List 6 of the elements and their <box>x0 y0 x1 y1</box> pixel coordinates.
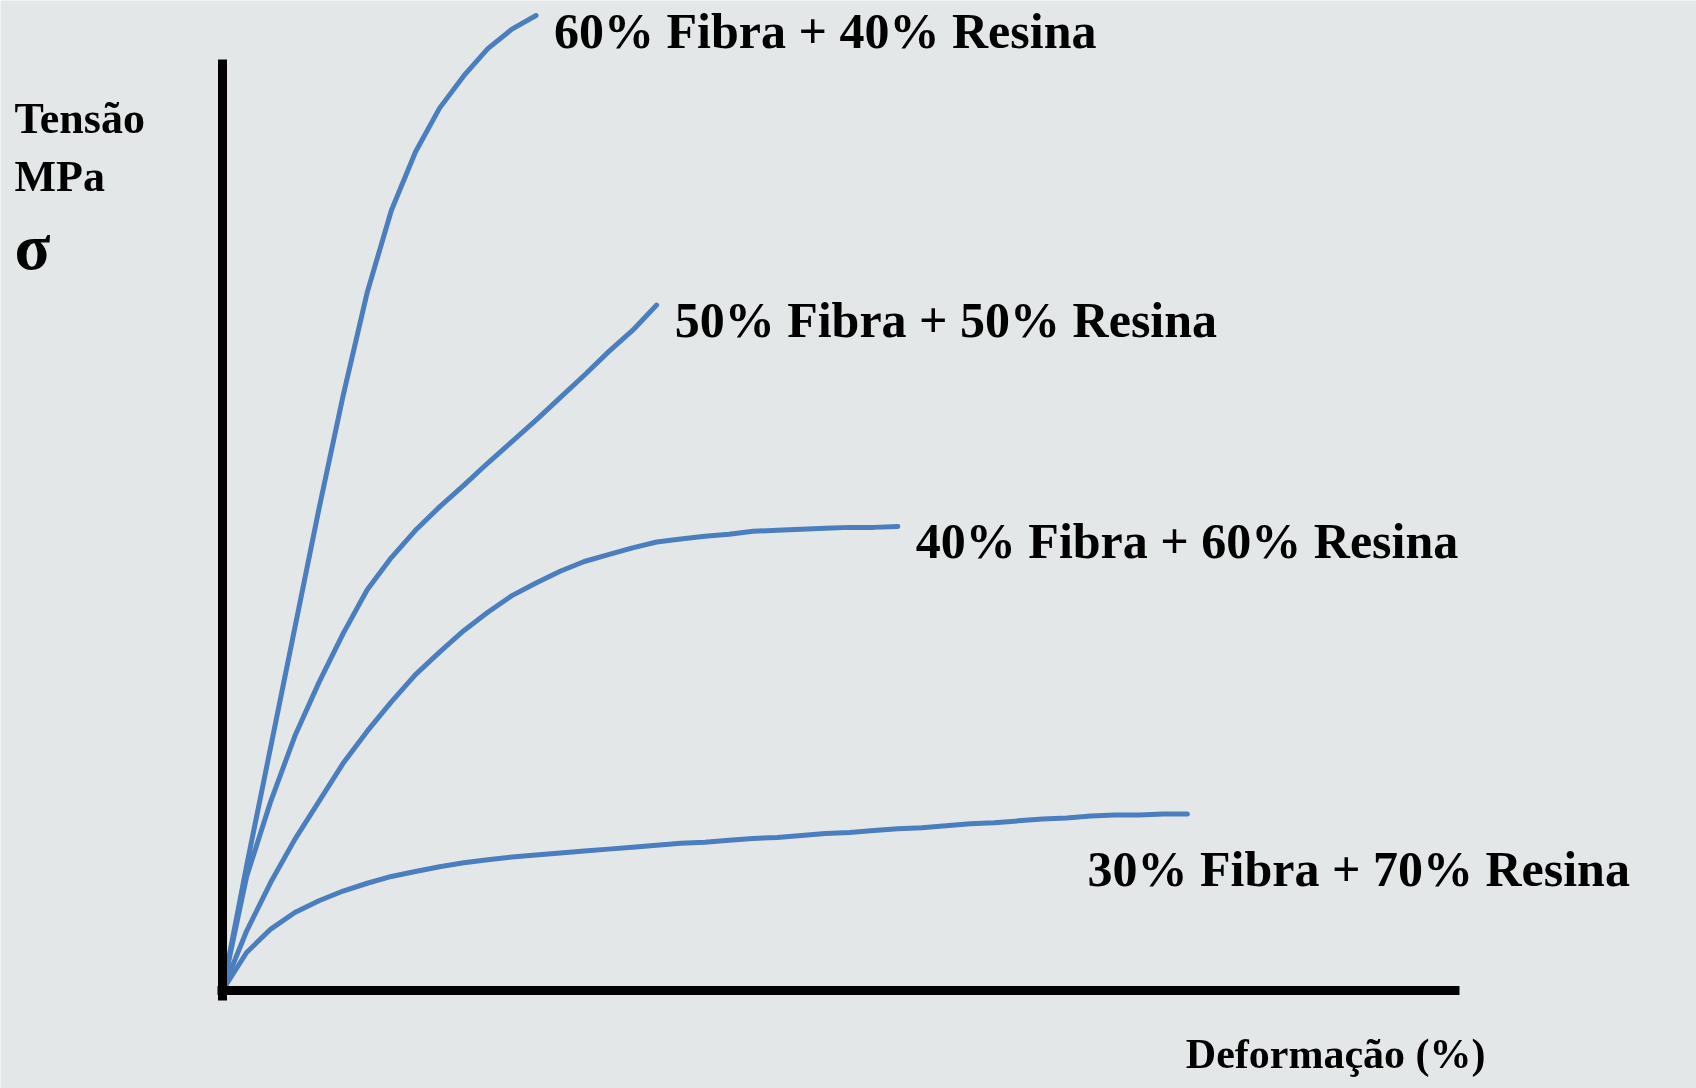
x-axis-title: Deformação (%) <box>1185 1030 1486 1078</box>
y-axis-title: Tensão MPa σ <box>14 94 145 283</box>
series-label: 60% Fibra + 40% Resina <box>554 2 1097 59</box>
series-label: 40% Fibra + 60% Resina <box>915 513 1459 570</box>
series-label: 30% Fibra + 70% Resina <box>1087 841 1630 898</box>
series-label: 50% Fibra + 50% Resina <box>674 292 1218 349</box>
